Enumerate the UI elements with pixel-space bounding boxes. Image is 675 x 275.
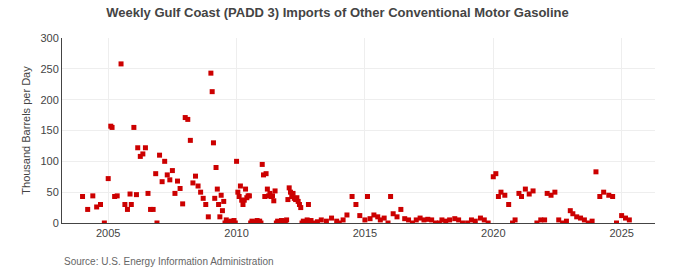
svg-text:2015: 2015 bbox=[353, 227, 377, 239]
svg-text:2010: 2010 bbox=[224, 227, 248, 239]
svg-text:100: 100 bbox=[40, 155, 58, 167]
svg-text:50: 50 bbox=[47, 186, 59, 198]
svg-text:Weekly Gulf Coast (PADD 3) Imp: Weekly Gulf Coast (PADD 3) Imports of Ot… bbox=[106, 5, 569, 20]
svg-text:200: 200 bbox=[40, 94, 58, 106]
svg-text:2020: 2020 bbox=[481, 227, 505, 239]
svg-text:2025: 2025 bbox=[609, 227, 633, 239]
svg-text:300: 300 bbox=[40, 32, 58, 44]
svg-text:Source: U.S. Energy Informatio: Source: U.S. Energy Information Administ… bbox=[64, 256, 274, 267]
svg-text:Thousand Barrels per Day: Thousand Barrels per Day bbox=[20, 66, 32, 195]
svg-text:2005: 2005 bbox=[96, 227, 120, 239]
svg-text:0: 0 bbox=[53, 217, 59, 229]
svg-text:150: 150 bbox=[40, 124, 58, 136]
svg-text:250: 250 bbox=[40, 63, 58, 75]
